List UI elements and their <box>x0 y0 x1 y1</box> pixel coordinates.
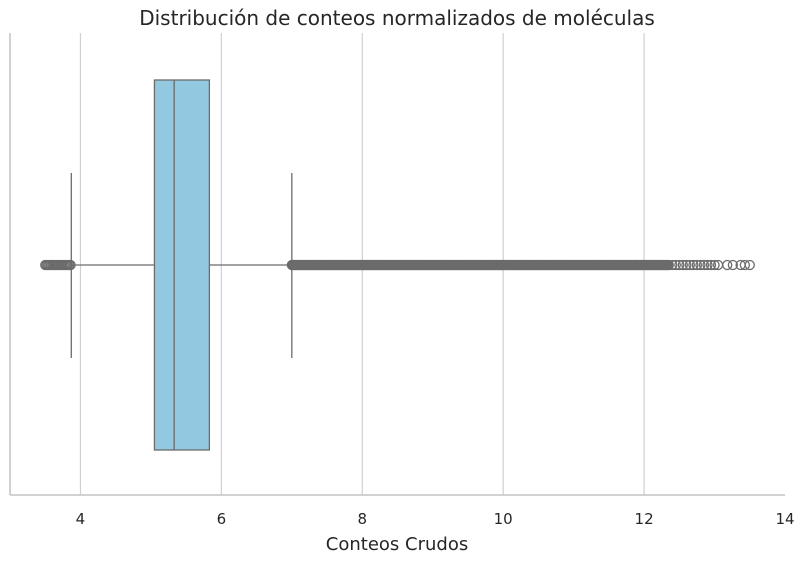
axes <box>9 33 785 496</box>
x-tick-labels: 4 6 8 10 12 14 <box>76 510 795 528</box>
x-tick-label: 8 <box>357 510 367 528</box>
outlier-point <box>684 259 696 271</box>
box-element <box>70 79 293 451</box>
iqr-box <box>153 79 211 451</box>
outlier-point <box>663 259 674 271</box>
outlier-point <box>739 259 750 271</box>
outlier-point <box>744 259 755 271</box>
outlier-point <box>674 259 685 271</box>
outlier-points <box>40 259 755 271</box>
x-axis-label: Conteos Crudos <box>326 534 468 555</box>
outlier-point <box>677 259 688 271</box>
outlier-point <box>705 259 717 271</box>
outlier-point <box>722 259 733 271</box>
x-tick-label: 10 <box>494 510 513 528</box>
outlier-point <box>670 259 681 271</box>
chart-title: Distribución de conteos normalizados de … <box>139 6 655 30</box>
x-tick-label: 14 <box>775 510 794 528</box>
outlier-point <box>691 259 703 271</box>
x-tick-label: 6 <box>217 510 227 528</box>
outlier-point <box>688 259 699 271</box>
outlier-point <box>667 259 678 271</box>
outlier-point <box>695 259 706 271</box>
outlier-point <box>702 259 713 271</box>
outlier-point <box>681 259 692 271</box>
x-tick-label: 12 <box>635 510 654 528</box>
x-tick-label: 4 <box>76 510 86 528</box>
outlier-point <box>727 259 739 271</box>
outlier-point <box>698 259 710 271</box>
outlier-point <box>709 259 720 271</box>
outlier-point <box>65 259 76 271</box>
